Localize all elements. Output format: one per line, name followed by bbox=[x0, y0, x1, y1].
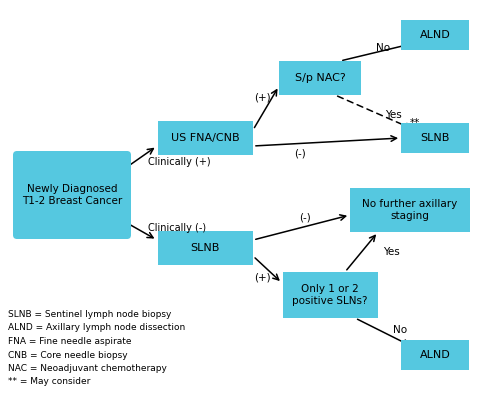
Text: Yes: Yes bbox=[385, 110, 402, 120]
FancyBboxPatch shape bbox=[401, 20, 469, 50]
Text: CNB = Core needle biopsy: CNB = Core needle biopsy bbox=[8, 350, 128, 359]
Text: S/p NAC?: S/p NAC? bbox=[294, 73, 346, 83]
Text: No further axillary
staging: No further axillary staging bbox=[362, 199, 458, 221]
Text: NAC = Neoadjuvant chemotherapy: NAC = Neoadjuvant chemotherapy bbox=[8, 364, 167, 373]
Text: (+): (+) bbox=[254, 93, 270, 103]
Text: Yes: Yes bbox=[383, 247, 400, 257]
FancyBboxPatch shape bbox=[158, 231, 252, 265]
FancyBboxPatch shape bbox=[401, 123, 469, 153]
FancyBboxPatch shape bbox=[350, 188, 470, 232]
Text: SLNB: SLNB bbox=[190, 243, 220, 253]
Text: ALND: ALND bbox=[420, 350, 450, 360]
Text: Clinically (-): Clinically (-) bbox=[148, 223, 206, 233]
FancyBboxPatch shape bbox=[158, 121, 252, 155]
Text: **: ** bbox=[410, 118, 420, 128]
Text: US FNA/CNB: US FNA/CNB bbox=[170, 133, 239, 143]
Text: ** = May consider: ** = May consider bbox=[8, 378, 90, 386]
FancyBboxPatch shape bbox=[13, 151, 131, 239]
Text: SLNB: SLNB bbox=[420, 133, 450, 143]
Text: (-): (-) bbox=[294, 148, 306, 158]
FancyBboxPatch shape bbox=[282, 272, 378, 318]
Text: Newly Diagnosed
T1-2 Breast Cancer: Newly Diagnosed T1-2 Breast Cancer bbox=[22, 184, 122, 206]
Text: ALND = Axillary lymph node dissection: ALND = Axillary lymph node dissection bbox=[8, 324, 185, 333]
FancyBboxPatch shape bbox=[279, 61, 361, 95]
Text: (-): (-) bbox=[299, 213, 311, 223]
Text: Clinically (+): Clinically (+) bbox=[148, 157, 210, 167]
Text: SLNB = Sentinel lymph node biopsy: SLNB = Sentinel lymph node biopsy bbox=[8, 310, 172, 319]
Text: Only 1 or 2
positive SLNs?: Only 1 or 2 positive SLNs? bbox=[292, 284, 368, 306]
Text: No: No bbox=[376, 43, 390, 53]
Text: (+): (+) bbox=[254, 273, 270, 283]
Text: ALND: ALND bbox=[420, 30, 450, 40]
Text: FNA = Fine needle aspirate: FNA = Fine needle aspirate bbox=[8, 337, 132, 346]
Text: No: No bbox=[393, 325, 407, 335]
FancyBboxPatch shape bbox=[401, 340, 469, 370]
